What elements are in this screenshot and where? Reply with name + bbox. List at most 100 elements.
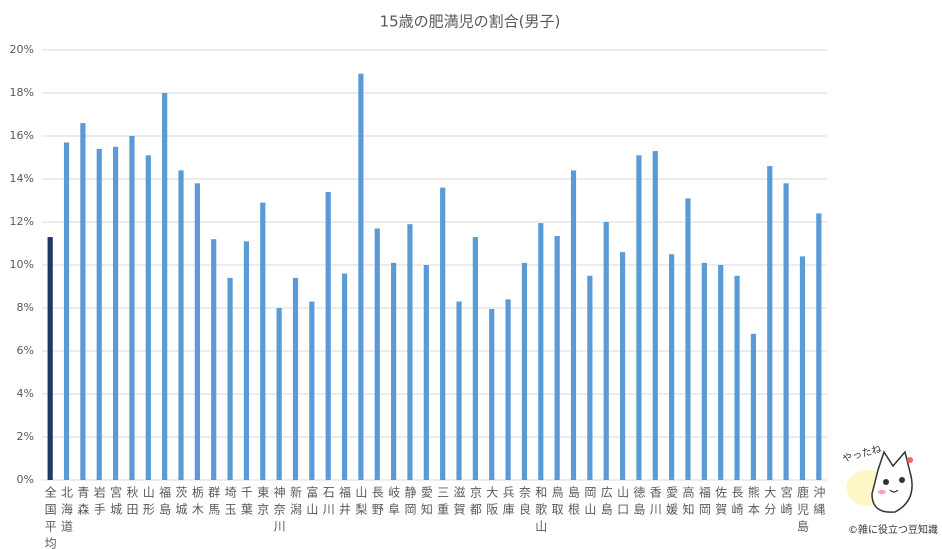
x-tick-label: 兵庫 bbox=[501, 486, 515, 520]
bar bbox=[505, 299, 511, 480]
bar bbox=[129, 136, 135, 480]
bar bbox=[783, 183, 789, 481]
bar bbox=[554, 235, 560, 480]
x-tick-label: 山形 bbox=[141, 486, 155, 520]
x-tick-label: 新潟 bbox=[288, 485, 302, 520]
y-tick-label: 16% bbox=[10, 129, 34, 142]
bar bbox=[80, 123, 86, 480]
bar bbox=[292, 277, 299, 480]
bar bbox=[799, 256, 806, 480]
bar bbox=[440, 187, 446, 480]
bar bbox=[194, 183, 200, 481]
bar bbox=[489, 309, 495, 480]
bar bbox=[211, 239, 217, 480]
x-tick-label: 富山 bbox=[305, 485, 319, 520]
x-tick-label: 大分 bbox=[763, 486, 777, 520]
bar bbox=[391, 262, 397, 480]
y-tick-label: 12% bbox=[10, 215, 34, 228]
bar bbox=[636, 155, 642, 480]
x-tick-label: 宮城 bbox=[109, 485, 123, 520]
x-tick-label: 鹿児島 bbox=[795, 485, 809, 537]
x-tick-label: 愛知 bbox=[419, 486, 433, 520]
x-tick-label: 福井 bbox=[338, 485, 352, 520]
bar bbox=[669, 254, 675, 480]
x-tick-label: 石川 bbox=[321, 486, 335, 520]
x-tick-label: 北海道 bbox=[60, 486, 74, 537]
x-tick-label: 広島 bbox=[599, 486, 613, 520]
bar bbox=[276, 308, 282, 480]
bar bbox=[603, 222, 609, 480]
chart-title: 15歳の肥満児の割合(男子) bbox=[380, 13, 561, 31]
bar bbox=[162, 93, 168, 480]
x-tick-label: 福岡 bbox=[697, 485, 711, 520]
x-tick-label: 徳島 bbox=[632, 485, 646, 520]
x-tick-label: 静岡 bbox=[403, 486, 417, 520]
x-tick-label: 岩手 bbox=[92, 485, 106, 520]
x-tick-label: 長崎 bbox=[730, 486, 744, 520]
x-tick-label: 千葉 bbox=[239, 486, 253, 520]
bar bbox=[652, 151, 658, 481]
x-tick-label: 京都 bbox=[468, 486, 482, 520]
y-tick-label: 0% bbox=[17, 473, 34, 486]
bar bbox=[767, 166, 773, 480]
y-tick-label: 20% bbox=[10, 43, 34, 56]
x-tick-label: 埼玉 bbox=[223, 486, 237, 520]
x-tick-label: 山梨 bbox=[354, 486, 368, 520]
x-tick-label: 秋田 bbox=[125, 486, 139, 520]
x-tick-label: 山口 bbox=[616, 486, 630, 520]
bar bbox=[227, 277, 233, 480]
bar bbox=[570, 170, 577, 480]
bar bbox=[701, 262, 707, 480]
bar bbox=[587, 275, 593, 480]
bar bbox=[178, 170, 184, 480]
x-tick-label: 香川 bbox=[648, 486, 662, 520]
bar bbox=[112, 146, 119, 480]
bar bbox=[325, 191, 331, 480]
bar bbox=[472, 237, 478, 480]
x-tick-label: 高知 bbox=[681, 485, 695, 520]
bar bbox=[734, 275, 740, 480]
x-tick-label: 三重 bbox=[436, 486, 450, 520]
bar bbox=[456, 301, 462, 480]
bar bbox=[718, 265, 724, 480]
x-tick-label: 岡山 bbox=[583, 486, 597, 520]
bar bbox=[47, 237, 53, 480]
bar bbox=[243, 241, 250, 480]
bar bbox=[63, 142, 70, 480]
bar bbox=[619, 252, 626, 480]
y-tick-label: 6% bbox=[17, 344, 34, 357]
y-tick-label: 14% bbox=[10, 172, 34, 185]
bar bbox=[145, 155, 151, 480]
bar bbox=[374, 228, 380, 480]
x-tick-label: 大阪 bbox=[485, 486, 499, 520]
bar bbox=[685, 198, 691, 480]
x-tick-label: 岐阜 bbox=[387, 486, 401, 520]
bar bbox=[750, 333, 757, 480]
x-tick-label: 鳥取 bbox=[550, 485, 564, 520]
x-tick-label: 神奈川 bbox=[272, 486, 286, 537]
y-tick-label: 4% bbox=[17, 387, 34, 400]
x-tick-label: 福島 bbox=[158, 485, 172, 520]
x-tick-label: 群馬 bbox=[207, 486, 221, 520]
bar bbox=[309, 301, 315, 480]
x-tick-label: 長野 bbox=[370, 486, 384, 520]
x-tick-label: 佐賀 bbox=[714, 486, 728, 520]
bar bbox=[260, 202, 266, 480]
x-tick-label: 東京 bbox=[256, 486, 270, 520]
watermark: ©雑に役立つ豆知識 bbox=[848, 523, 938, 536]
x-tick-label: 沖縄 bbox=[812, 486, 826, 520]
x-tick-label: 茨城 bbox=[174, 486, 188, 520]
x-tick-label: 全国平均 bbox=[43, 485, 57, 549]
x-tick-label: 愛媛 bbox=[665, 486, 679, 520]
bar bbox=[407, 224, 413, 480]
x-tick-label: 島根 bbox=[567, 485, 581, 520]
bar bbox=[358, 73, 364, 481]
x-tick-label: 熊本 bbox=[746, 485, 760, 520]
y-tick-label: 2% bbox=[17, 430, 34, 443]
bar bbox=[538, 223, 544, 480]
x-tick-label: 和歌山 bbox=[534, 486, 548, 537]
y-tick-label: 8% bbox=[17, 301, 34, 314]
bar bbox=[341, 273, 348, 480]
bar bbox=[423, 265, 429, 480]
y-tick-label: 18% bbox=[10, 86, 34, 99]
